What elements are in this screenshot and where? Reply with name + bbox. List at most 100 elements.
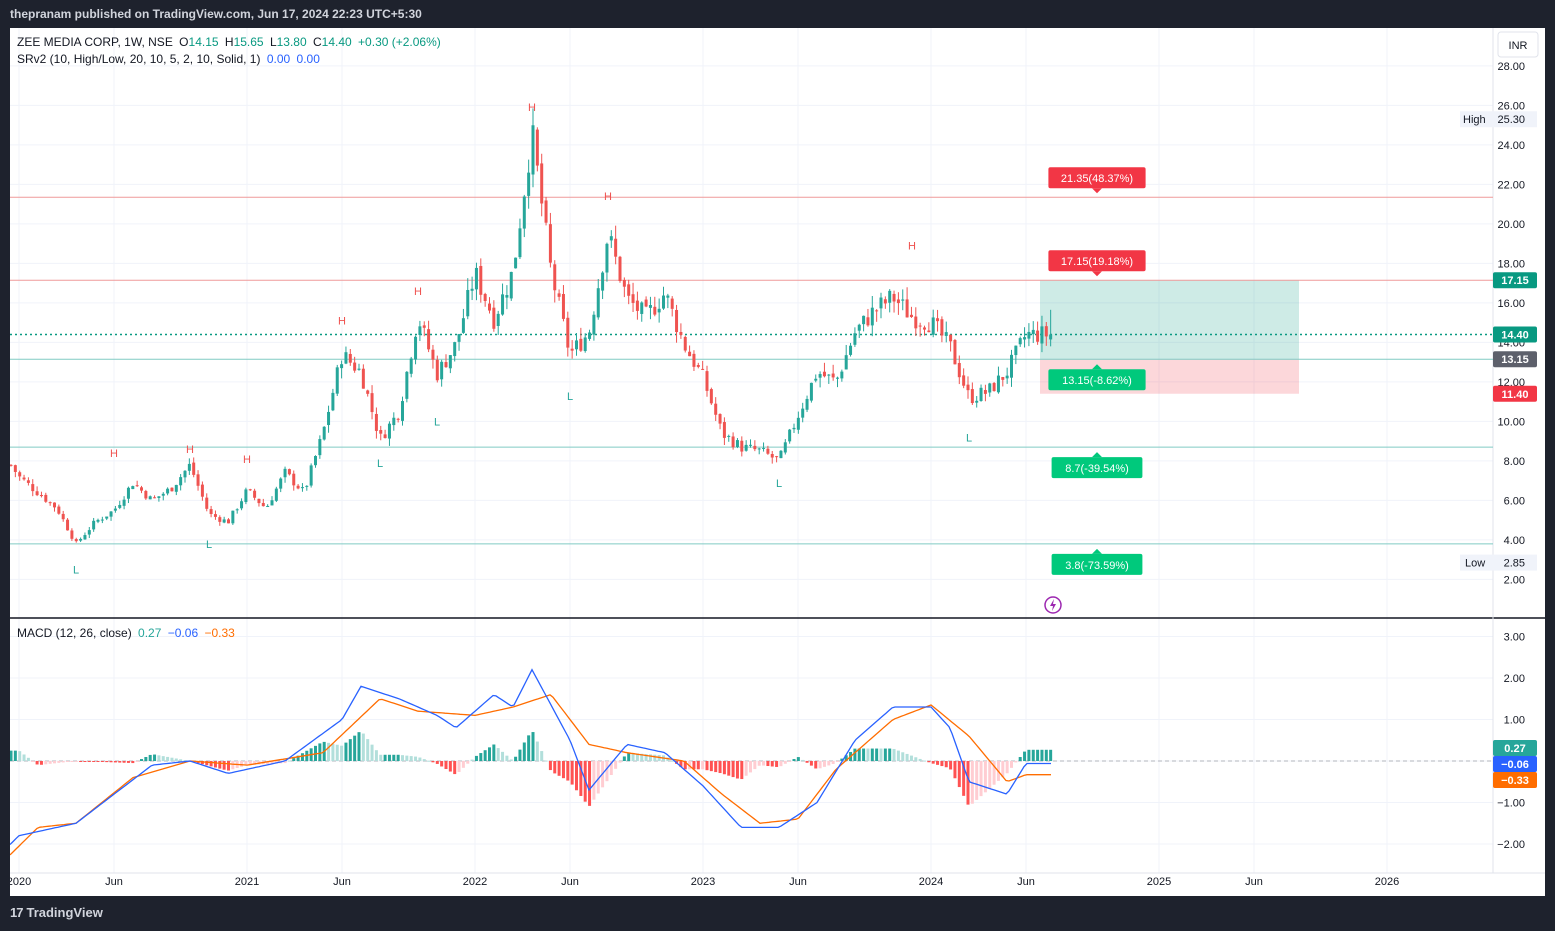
candle-body[interactable] [970, 389, 974, 404]
candle-body[interactable] [501, 294, 505, 315]
candle-body[interactable] [757, 448, 761, 450]
candle-body[interactable] [300, 487, 304, 489]
candle-body[interactable] [10, 464, 13, 466]
candle-body[interactable] [231, 510, 235, 524]
candle-body[interactable] [1049, 334, 1053, 340]
candle-body[interactable] [544, 200, 548, 223]
candle-body[interactable] [940, 319, 944, 336]
candle-body[interactable] [983, 390, 987, 394]
candle-body[interactable] [374, 413, 378, 431]
candle-body[interactable] [931, 317, 935, 335]
candle-body[interactable] [157, 496, 161, 498]
candle-body[interactable] [22, 477, 26, 480]
candle-body[interactable] [492, 307, 496, 329]
candle-body[interactable] [387, 423, 391, 439]
candle-body[interactable] [648, 305, 652, 308]
candle-body[interactable] [727, 435, 731, 437]
candle-body[interactable] [609, 236, 613, 241]
candle-body[interactable] [383, 434, 387, 439]
candle-body[interactable] [657, 308, 661, 313]
candle-body[interactable] [575, 340, 578, 350]
chart-area[interactable]: H H H H H H H H L L L L L L L 21.35(48.37%) 17.15(19.18%… [10, 28, 1545, 896]
candle-body[interactable] [488, 303, 491, 311]
candle-body[interactable] [48, 502, 52, 504]
candle-body[interactable] [909, 314, 913, 318]
candle-body[interactable] [109, 511, 113, 517]
candle-body[interactable] [718, 414, 722, 424]
candle-body[interactable] [962, 375, 966, 386]
candle-body[interactable] [666, 295, 670, 298]
candle-body[interactable] [783, 442, 787, 453]
candle-body[interactable] [979, 387, 983, 401]
candle-body[interactable] [579, 338, 583, 351]
candle-body[interactable] [322, 426, 326, 440]
candle-body[interactable] [635, 300, 639, 311]
candle-body[interactable] [474, 267, 478, 290]
candle-body[interactable] [531, 125, 535, 175]
candle-body[interactable] [179, 477, 183, 486]
candle-body[interactable] [705, 371, 709, 391]
candle-body[interactable] [622, 279, 626, 287]
candle-body[interactable] [683, 336, 687, 351]
candle-body[interactable] [1018, 338, 1022, 345]
candle-body[interactable] [483, 293, 487, 302]
candle-body[interactable] [96, 519, 100, 522]
candle-body[interactable] [353, 362, 357, 371]
candle-body[interactable] [396, 418, 400, 420]
candle-body[interactable] [1014, 345, 1018, 356]
candle-body[interactable] [122, 499, 126, 506]
candle-body[interactable] [883, 299, 887, 304]
candle-body[interactable] [61, 513, 65, 520]
candle-body[interactable] [13, 465, 17, 472]
candle-body[interactable] [844, 355, 848, 370]
candle-body[interactable] [914, 316, 918, 329]
candle-body[interactable] [218, 517, 222, 522]
candle-body[interactable] [205, 497, 209, 509]
candle-body[interactable] [366, 390, 370, 394]
candle-body[interactable] [318, 439, 322, 456]
candle-body[interactable] [836, 377, 839, 379]
candle-body[interactable] [283, 468, 287, 478]
candle-body[interactable] [596, 288, 600, 318]
candle-body[interactable] [670, 298, 674, 309]
candle-body[interactable] [905, 299, 909, 318]
candle-body[interactable] [692, 353, 696, 367]
candle-body[interactable] [192, 462, 196, 475]
candle-body[interactable] [862, 315, 866, 325]
candle-body[interactable] [701, 368, 705, 370]
candle-body[interactable] [131, 486, 135, 490]
candle-body[interactable] [514, 257, 518, 269]
candle-body[interactable] [953, 340, 957, 365]
candle-body[interactable] [70, 530, 74, 539]
candle-body[interactable] [714, 403, 718, 415]
candle-body[interactable] [1027, 331, 1031, 339]
candle-body[interactable] [240, 501, 244, 509]
candle-body[interactable] [631, 294, 635, 303]
candle-body[interactable] [827, 374, 831, 376]
symbol-title[interactable]: ZEE MEDIA CORP, 1W, NSE [17, 35, 173, 49]
candle-body[interactable] [814, 378, 818, 381]
candle-body[interactable] [709, 389, 713, 404]
candle-body[interactable] [866, 317, 870, 326]
candle-body[interactable] [535, 129, 539, 166]
candle-body[interactable] [805, 398, 809, 410]
candle-body[interactable] [170, 487, 174, 492]
candle-body[interactable] [696, 364, 700, 367]
candle-body[interactable] [1010, 354, 1013, 378]
candle-body[interactable] [466, 290, 470, 317]
candle-body[interactable] [431, 349, 435, 360]
candle-body[interactable] [183, 470, 187, 478]
candle-body[interactable] [305, 485, 309, 487]
candle-body[interactable] [775, 456, 779, 458]
candle-body[interactable] [266, 505, 270, 507]
candle-body[interactable] [253, 490, 257, 498]
candle-body[interactable] [79, 538, 83, 541]
support-tag[interactable] [1048, 369, 1146, 391]
candle-body[interactable] [927, 330, 931, 333]
candle-body[interactable] [992, 382, 996, 392]
candle-body[interactable] [174, 484, 178, 492]
candle-body[interactable] [509, 271, 513, 299]
candle-body[interactable] [870, 307, 874, 326]
candle-body[interactable] [857, 324, 861, 331]
candle-body[interactable] [601, 272, 605, 291]
